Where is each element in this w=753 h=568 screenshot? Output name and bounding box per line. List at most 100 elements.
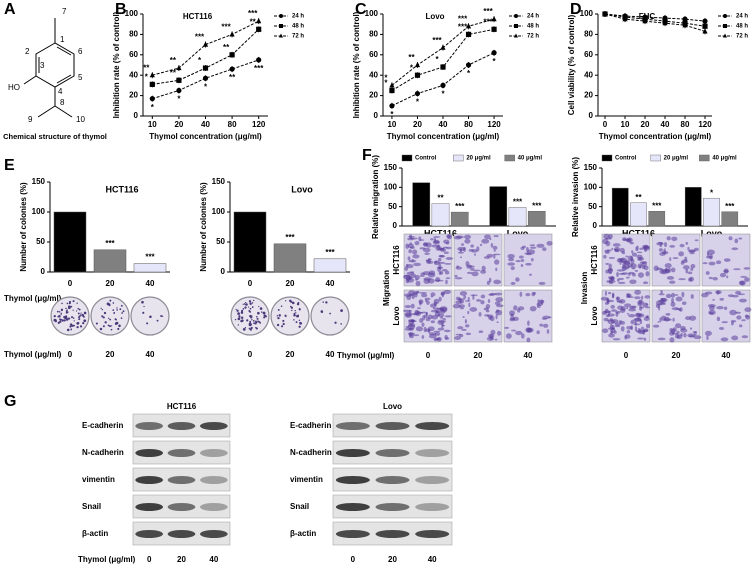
cell <box>688 335 695 338</box>
cell <box>408 309 412 314</box>
colony <box>82 315 85 318</box>
cell <box>434 279 440 282</box>
y-tick-label: 40 <box>129 70 138 79</box>
marker <box>202 65 209 71</box>
cell <box>643 316 650 322</box>
series-line <box>604 13 706 22</box>
cell <box>430 238 434 241</box>
cell <box>440 292 445 296</box>
cell <box>738 237 743 240</box>
bar <box>630 202 647 227</box>
legend-label: 72 h <box>527 34 539 40</box>
cell <box>526 247 529 253</box>
colony <box>259 307 263 310</box>
cell <box>419 274 425 277</box>
significance: * <box>384 79 388 88</box>
cell <box>719 272 726 278</box>
cell <box>705 271 710 275</box>
y-tick-label: 150 <box>384 163 398 172</box>
colony <box>253 322 256 325</box>
colony <box>250 316 253 319</box>
cell <box>419 318 424 323</box>
colony-dish <box>270 296 310 336</box>
cell <box>432 236 441 238</box>
cell <box>639 247 644 250</box>
cell <box>661 268 667 275</box>
cell <box>623 260 630 266</box>
cell <box>608 281 614 285</box>
cell <box>607 319 610 322</box>
cell <box>690 294 694 299</box>
cell <box>459 307 464 310</box>
cell <box>665 293 672 299</box>
colony <box>277 316 280 320</box>
thymol-structure <box>23 18 75 118</box>
cell <box>639 305 643 311</box>
colony <box>295 312 297 314</box>
cell <box>690 267 694 271</box>
marker <box>514 33 518 38</box>
protein-label: β-actin <box>82 529 108 538</box>
cell <box>445 277 451 280</box>
cell <box>510 266 515 270</box>
bond <box>23 75 37 85</box>
cell <box>634 326 638 332</box>
colony <box>79 325 83 328</box>
cell <box>405 263 409 267</box>
cell <box>657 321 660 323</box>
cell <box>444 263 452 265</box>
cell <box>486 280 490 285</box>
cell <box>723 269 729 273</box>
cell <box>430 320 435 324</box>
cell <box>616 271 619 278</box>
colony <box>244 306 247 309</box>
cell <box>609 237 612 240</box>
colony <box>276 323 280 327</box>
cell <box>470 267 475 271</box>
cell <box>463 295 467 299</box>
significance: *** <box>325 248 335 257</box>
colony <box>295 321 298 324</box>
cell <box>463 246 466 252</box>
blot-title: HCT116 <box>167 402 197 411</box>
colony <box>277 308 280 311</box>
cell <box>443 251 449 255</box>
cell <box>689 315 697 321</box>
cell <box>627 266 630 269</box>
bar <box>93 249 127 273</box>
y-tick-label: 150 <box>584 163 598 172</box>
row-label: Lovo <box>590 306 599 325</box>
cell <box>468 302 471 308</box>
cell <box>493 253 496 259</box>
colony <box>121 312 123 314</box>
colony <box>82 314 84 316</box>
colony <box>72 300 75 303</box>
marker <box>702 18 708 24</box>
marker <box>440 64 446 70</box>
atom-label: 2 <box>25 47 30 56</box>
bar <box>273 243 307 273</box>
colony <box>120 304 123 307</box>
significance: *** <box>483 7 493 16</box>
cell <box>488 293 495 296</box>
significance: *** <box>483 17 493 26</box>
cell <box>637 300 644 305</box>
blot-band <box>335 503 370 511</box>
marker <box>662 20 668 26</box>
blot-band <box>199 476 228 484</box>
colony-dish <box>50 296 90 336</box>
cell <box>663 248 666 254</box>
cell <box>628 313 636 318</box>
cell <box>466 271 473 274</box>
colony <box>247 306 250 308</box>
significance: *** <box>248 9 258 18</box>
colony <box>54 320 58 323</box>
cell <box>520 246 525 250</box>
bar <box>703 197 720 227</box>
x-tick-label: 10 <box>387 120 396 129</box>
cell <box>629 279 637 285</box>
cell <box>604 290 607 296</box>
cell <box>739 280 746 286</box>
cell <box>611 293 615 299</box>
x-tick-label: HCT116 <box>424 228 457 238</box>
